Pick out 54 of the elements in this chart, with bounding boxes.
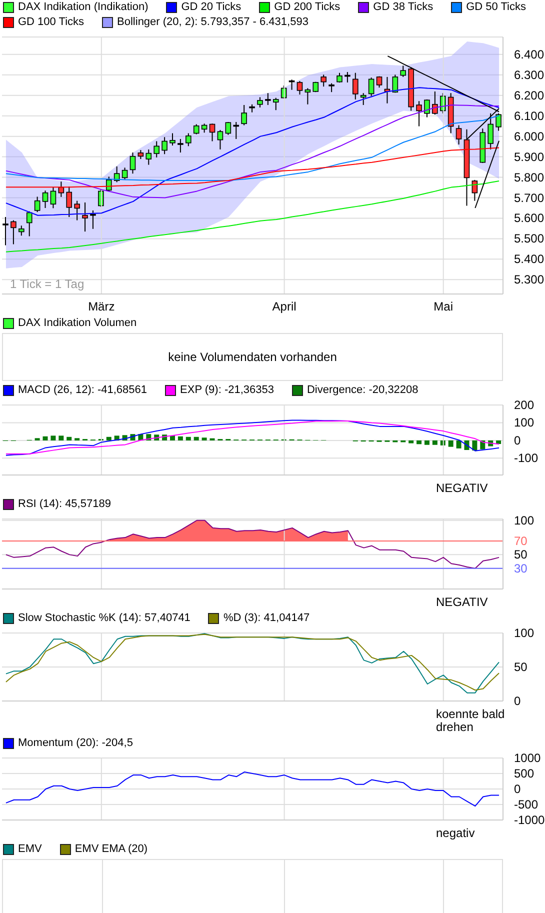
annotation: 1 Tick = 1 Tag [10,277,84,291]
legend-label: %D (3): 41,04147 [223,612,310,625]
text: koennte bald drehen [436,707,505,734]
y-tick-label: 0 [514,782,521,796]
legend-label: GD 200 Ticks [274,1,340,14]
x-tick-label: Mai [434,300,454,314]
legend-label: EXP (9): -21,36353 [180,384,274,397]
y-tick-label: -1000 [514,813,545,827]
legend-label: DAX Indikation Volumen [18,317,137,330]
legend-label: Slow Stochastic %K (14): 57,40741 [18,612,190,625]
y-tick-label: 0 [514,694,521,708]
y-tick-label: 100 [514,513,534,528]
legend-label: Bollinger (20, 2): 5.793,357 - 6.431,593 [117,16,308,29]
y-tick-label: 5.800 [514,170,544,184]
legend-label: RSI (14): 45,57189 [18,498,111,511]
y-tick-label: 50 [514,660,528,674]
legend-label: MACD (26, 12): -41,68561 [18,384,148,397]
y-tick-label: 0 [514,433,521,448]
y-tick-label: 500 [514,766,534,780]
legend-label: Momentum (20): -204,5 [18,737,133,750]
y-tick-label: 5.300 [514,272,544,287]
y-tick-label: 6.300 [514,68,544,82]
legend-label: GD 38 Ticks [373,1,434,14]
y-tick-label: 30 [514,561,528,576]
y-tick-label: -500 [514,798,538,812]
y-tick-label: 100 [514,626,534,640]
y-tick-label: 6.100 [514,108,544,123]
legend-label: GD 50 Ticks [466,1,526,14]
y-tick-label: 6.000 [514,129,544,144]
text: negativ [436,826,475,840]
x-tick-label: April [272,300,296,314]
legend-label: EMV [18,843,42,856]
text: keine Volumendaten vorhanden [168,350,337,364]
y-tick-label: 5.500 [514,232,544,246]
y-tick-label: 200 [514,398,534,412]
y-tick-label: 5.900 [514,150,544,164]
text: NEGATIV [436,595,488,609]
legend-label: EMV EMA (20) [74,843,148,856]
legend-label: Divergence: -20,32208 [306,384,418,397]
y-tick-label: 5.600 [514,211,544,226]
y-tick-label: 50 [514,548,528,562]
y-tick-label: 6.400 [514,47,544,62]
y-tick-label: 6.200 [514,88,544,102]
y-tick-label: 1000 [514,751,542,765]
legend-label: DAX Indikation (Indikation) [18,1,148,14]
legend-label: GD 100 Ticks [18,16,84,29]
y-tick-label: 70 [514,534,528,548]
y-tick-label: 5.400 [514,252,544,266]
x-tick-label: März [88,300,115,314]
text: NEGATIV [436,481,488,495]
y-tick-label: 5.700 [514,190,544,205]
y-tick-label: 100 [514,416,534,430]
legend-label: GD 20 Ticks [181,1,242,14]
y-tick-label: -100 [514,451,538,466]
